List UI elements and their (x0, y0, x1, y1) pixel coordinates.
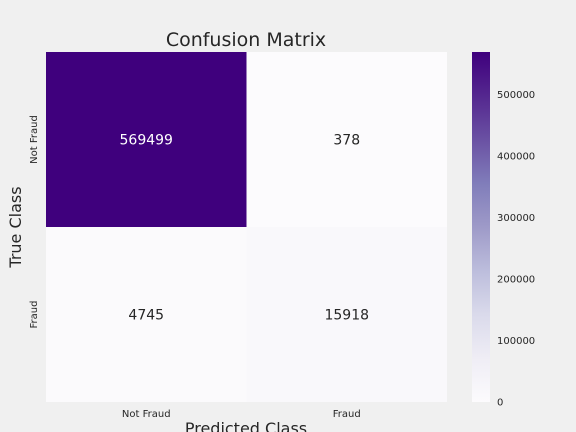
y-axis-label: True Class (6, 186, 25, 268)
x-tick-label: Not Fraud (122, 409, 171, 420)
colorbar-tick-label: 0 (497, 398, 503, 409)
y-tick-label: Fraud (29, 301, 40, 329)
heatmap-cell (246, 52, 447, 227)
heatmap-cell-labels: 569499 378 4745 15918 (120, 133, 370, 324)
colorbar-tick-label: 300000 (497, 213, 535, 224)
heatmap-cell (46, 52, 247, 227)
cell-value-label: 569499 (120, 133, 173, 149)
colorbar-ticks: 0 100000 200000 300000 400000 500000 (497, 90, 535, 408)
cell-value-label: 4745 (128, 308, 164, 324)
x-tick-label: Fraud (333, 409, 361, 420)
cell-value-label: 378 (333, 133, 360, 149)
x-axis-label: Predicted Class (185, 419, 307, 432)
colorbar-tick-label: 400000 (497, 152, 535, 163)
colorbar-tick-label: 500000 (497, 90, 535, 101)
heatmap-cell (246, 227, 447, 402)
y-tick-label: Not Fraud (29, 115, 40, 164)
colorbar-tick-label: 200000 (497, 275, 535, 286)
colorbar (472, 52, 490, 402)
cell-value-label: 15918 (324, 308, 369, 324)
y-axis-ticks: Not Fraud Fraud (29, 115, 40, 328)
heatmap-cells (46, 52, 447, 402)
x-axis-ticks: Not Fraud Fraud (122, 409, 361, 420)
heatmap-cell (46, 227, 247, 402)
colorbar-tick-label: 100000 (497, 336, 535, 347)
chart-title: Confusion Matrix (166, 29, 326, 51)
